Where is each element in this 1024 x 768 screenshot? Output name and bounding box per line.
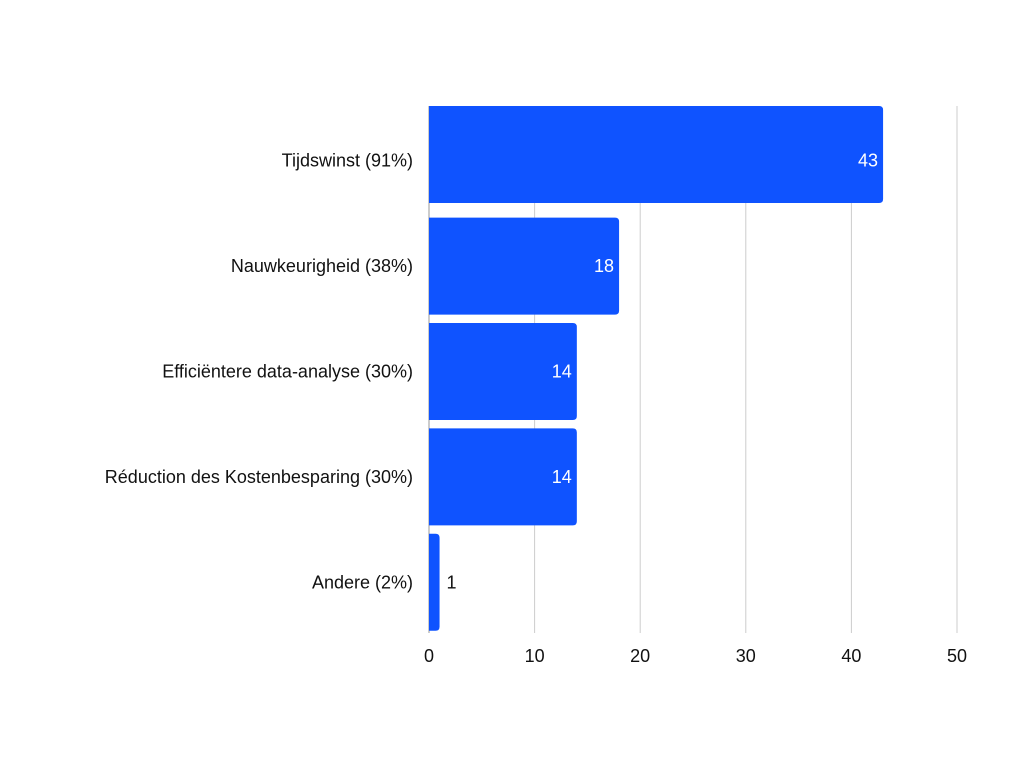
bar: [429, 106, 884, 203]
category-label: Efficiëntere data-analyse (30%): [162, 362, 413, 382]
x-tick-label: 30: [736, 646, 756, 666]
category-label: Réduction des Kostenbesparing (30%): [105, 467, 413, 487]
bar: [429, 323, 577, 420]
x-tick-label: 50: [947, 646, 967, 666]
data-label: 18: [594, 256, 614, 276]
data-label: 14: [552, 467, 572, 487]
x-tick-label: 10: [525, 646, 545, 666]
category-label: Andere (2%): [312, 572, 413, 592]
category-label: Tijdswinst (91%): [282, 151, 413, 171]
data-label: 1: [447, 572, 457, 592]
data-label: 14: [552, 362, 572, 382]
x-tick-label: 0: [424, 646, 434, 666]
bar: [429, 428, 577, 526]
bar: [429, 533, 440, 631]
data-label: 43: [858, 151, 878, 171]
x-tick-label: 40: [841, 646, 861, 666]
category-label: Nauwkeurigheid (38%): [231, 256, 413, 276]
bar: [429, 217, 620, 315]
x-tick-label: 20: [630, 646, 650, 666]
